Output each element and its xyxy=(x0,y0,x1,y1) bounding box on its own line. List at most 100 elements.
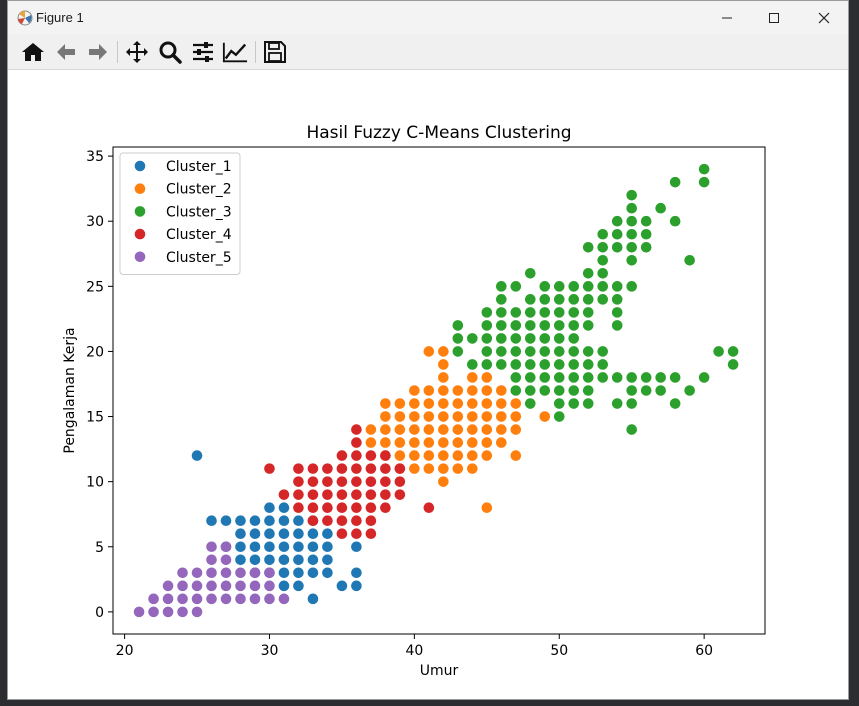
data-point-cluster-2 xyxy=(496,424,507,435)
data-point-cluster-2 xyxy=(409,424,420,435)
data-point-cluster-4 xyxy=(322,476,333,487)
data-point-cluster-3 xyxy=(582,307,594,318)
data-point-cluster-4 xyxy=(336,476,348,487)
data-point-cluster-1 xyxy=(351,541,362,553)
data-point-cluster-4 xyxy=(365,450,377,461)
data-point-cluster-4 xyxy=(380,489,391,500)
close-button[interactable] xyxy=(801,1,847,35)
data-point-cluster-2 xyxy=(467,398,478,409)
data-point-cluster-2 xyxy=(467,372,478,383)
data-point-cluster-2 xyxy=(452,463,464,474)
data-point-cluster-1 xyxy=(307,593,319,605)
data-point-cluster-2 xyxy=(467,424,478,435)
legend-marker xyxy=(134,183,146,194)
data-point-cluster-2 xyxy=(438,398,449,409)
data-point-cluster-3 xyxy=(553,385,565,396)
data-point-cluster-3 xyxy=(597,268,609,279)
forward-button[interactable] xyxy=(85,39,111,65)
data-point-cluster-2 xyxy=(452,424,464,435)
data-point-cluster-1 xyxy=(351,580,362,592)
data-point-cluster-3 xyxy=(568,398,580,409)
data-point-cluster-5 xyxy=(264,593,275,605)
data-point-cluster-2 xyxy=(380,398,391,409)
data-point-cluster-3 xyxy=(553,281,565,292)
legend-marker xyxy=(134,160,146,172)
data-point-cluster-5 xyxy=(249,593,261,605)
configure-subplots-button[interactable] xyxy=(190,39,216,65)
zoom-button[interactable] xyxy=(157,39,183,65)
data-point-cluster-1 xyxy=(235,554,246,566)
legend-label: Cluster_3 xyxy=(166,204,232,220)
data-point-cluster-3 xyxy=(481,320,493,331)
scatter-chart: Hasil Fuzzy C-Means Clustering 20 30 40 50 6… xyxy=(62,123,766,679)
y-tick-label: 25 xyxy=(86,279,104,295)
forward-arrow-icon xyxy=(89,44,107,60)
data-point-cluster-5 xyxy=(264,567,275,579)
data-point-cluster-4 xyxy=(307,476,319,487)
data-point-cluster-2 xyxy=(423,450,435,461)
data-point-cluster-1 xyxy=(322,554,333,566)
data-point-cluster-2 xyxy=(452,411,464,422)
data-point-cluster-3 xyxy=(510,320,522,331)
data-point-cluster-2 xyxy=(409,450,420,461)
title-bar[interactable]: Figure 1 xyxy=(8,1,848,35)
data-point-cluster-4 xyxy=(351,515,362,527)
figure-canvas[interactable]: Hasil Fuzzy C-Means Clustering 20 30 40 50 6… xyxy=(8,70,848,699)
data-point-cluster-4 xyxy=(336,489,348,500)
data-point-cluster-1 xyxy=(293,515,304,527)
maximize-button[interactable] xyxy=(751,1,797,35)
data-point-cluster-2 xyxy=(409,437,420,448)
data-point-cluster-4 xyxy=(322,463,333,474)
data-point-cluster-3 xyxy=(698,372,710,383)
data-point-cluster-4 xyxy=(365,502,377,513)
data-point-cluster-3 xyxy=(611,307,623,318)
data-point-cluster-2 xyxy=(452,437,464,448)
data-point-cluster-2 xyxy=(510,398,522,409)
data-point-cluster-3 xyxy=(597,228,609,240)
home-button[interactable] xyxy=(20,39,46,65)
data-point-cluster-3 xyxy=(496,294,507,305)
data-point-cluster-5 xyxy=(206,541,217,553)
back-button[interactable] xyxy=(53,39,79,65)
data-point-cluster-2 xyxy=(438,437,449,448)
data-point-cluster-2 xyxy=(496,437,507,448)
data-point-cluster-3 xyxy=(582,372,594,383)
data-point-cluster-2 xyxy=(438,463,449,474)
toolbar-separator xyxy=(255,41,256,63)
pan-button[interactable] xyxy=(124,39,150,65)
data-point-cluster-3 xyxy=(452,333,464,344)
edit-axis-button[interactable] xyxy=(222,39,248,65)
data-point-cluster-1 xyxy=(293,567,304,579)
data-point-cluster-3 xyxy=(597,359,609,370)
data-point-cluster-1 xyxy=(264,541,275,553)
data-point-cluster-1 xyxy=(278,541,290,553)
data-point-cluster-5 xyxy=(148,606,159,618)
data-point-cluster-3 xyxy=(467,359,478,370)
data-point-cluster-5 xyxy=(133,606,145,618)
minimize-button[interactable] xyxy=(704,1,750,35)
data-point-cluster-1 xyxy=(206,515,217,527)
data-point-cluster-4 xyxy=(351,476,362,487)
data-point-cluster-3 xyxy=(582,268,594,279)
zoom-icon xyxy=(159,41,182,64)
legend-label: Cluster_4 xyxy=(166,227,232,243)
data-point-cluster-4 xyxy=(351,502,362,513)
data-point-cluster-5 xyxy=(162,606,174,618)
data-point-cluster-3 xyxy=(539,372,551,383)
data-point-cluster-3 xyxy=(553,346,565,357)
data-point-cluster-3 xyxy=(698,163,710,175)
data-point-cluster-4 xyxy=(351,463,362,474)
figure-window: Figure 1 xyxy=(7,0,849,700)
data-point-cluster-3 xyxy=(539,359,551,370)
data-point-cluster-2 xyxy=(438,346,449,357)
x-tick-label: 60 xyxy=(695,643,713,659)
data-point-cluster-3 xyxy=(626,385,638,396)
data-point-cluster-2 xyxy=(510,450,522,461)
data-point-cluster-3 xyxy=(524,307,536,318)
data-point-cluster-2 xyxy=(467,450,478,461)
data-point-cluster-2 xyxy=(394,424,406,435)
data-point-cluster-1 xyxy=(351,567,362,579)
save-button[interactable] xyxy=(262,39,288,65)
data-point-cluster-1 xyxy=(293,580,304,592)
data-point-cluster-3 xyxy=(539,320,551,331)
